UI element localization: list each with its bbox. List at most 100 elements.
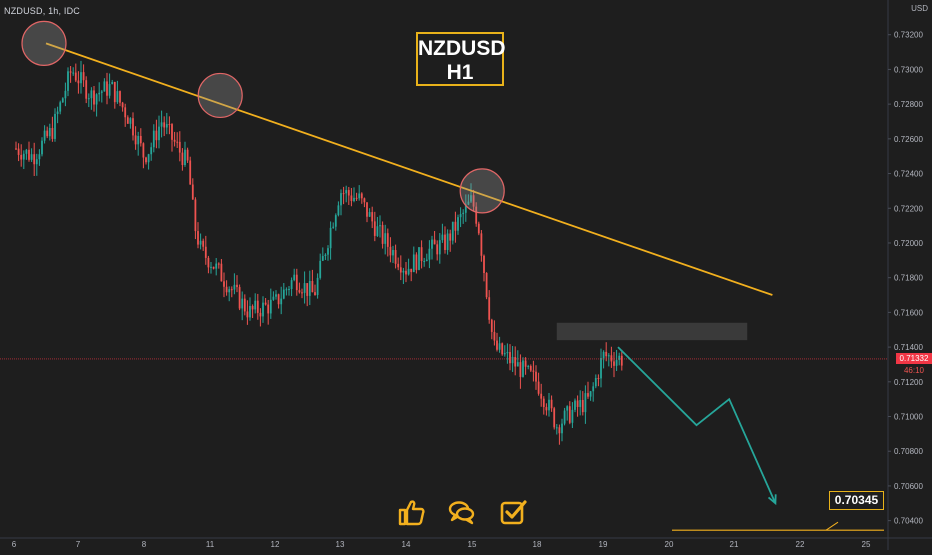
candle-body bbox=[225, 286, 228, 293]
comment-icon[interactable] bbox=[446, 497, 476, 527]
candle-body bbox=[246, 311, 249, 318]
x-tick-label: 22 bbox=[796, 540, 805, 549]
candle-body bbox=[51, 128, 54, 139]
x-tick-label: 21 bbox=[730, 540, 739, 549]
countdown-tag: 46:10 bbox=[896, 364, 932, 376]
candle-body bbox=[212, 266, 215, 269]
candle-body bbox=[381, 225, 384, 244]
candle-body bbox=[392, 250, 394, 256]
candle-body bbox=[384, 233, 387, 244]
candle-body bbox=[532, 370, 535, 372]
y-tick-label: 0.70400 bbox=[894, 517, 923, 526]
candle-body bbox=[379, 225, 381, 227]
candle-body bbox=[493, 331, 496, 341]
candle-body bbox=[509, 352, 511, 364]
candle-body bbox=[119, 91, 121, 103]
chart-title-box: NZDUSD H1 bbox=[416, 32, 506, 86]
symbol-header: NZDUSD, 1h, IDC bbox=[4, 6, 81, 16]
candle-body bbox=[527, 366, 530, 368]
candle-body bbox=[496, 340, 498, 350]
candle-body bbox=[537, 381, 540, 394]
candle-body bbox=[243, 298, 246, 312]
candle-body bbox=[600, 358, 602, 379]
candle-body bbox=[171, 124, 173, 140]
candle-body bbox=[134, 135, 137, 145]
candle-body bbox=[561, 423, 563, 434]
candle-body bbox=[238, 287, 241, 309]
candle-body bbox=[152, 130, 155, 148]
candle-body bbox=[230, 289, 233, 291]
candle-body bbox=[155, 130, 158, 141]
candle-body bbox=[95, 94, 98, 105]
candle-body bbox=[186, 149, 189, 161]
candle-body bbox=[72, 72, 75, 74]
candle-body bbox=[184, 149, 186, 166]
candle-body bbox=[191, 184, 194, 200]
candle-body bbox=[563, 410, 566, 424]
candle-body bbox=[464, 204, 467, 213]
candle-body bbox=[150, 147, 153, 155]
candle-body bbox=[337, 205, 340, 216]
x-tick-label: 7 bbox=[76, 540, 81, 549]
thumbs-up-icon[interactable] bbox=[396, 497, 426, 527]
candle-body bbox=[498, 343, 501, 350]
candle-body bbox=[558, 427, 561, 434]
candle-body bbox=[324, 254, 327, 257]
y-tick-label: 0.73000 bbox=[894, 65, 923, 74]
y-tick-label: 0.72400 bbox=[894, 170, 923, 179]
target-label-pointer bbox=[825, 521, 839, 531]
candle-body bbox=[371, 212, 374, 222]
candle-body bbox=[262, 302, 264, 317]
candle-body bbox=[33, 154, 36, 165]
candle-body bbox=[67, 71, 69, 91]
candle-body bbox=[449, 233, 452, 241]
candle-body bbox=[74, 72, 77, 81]
candle-body bbox=[571, 409, 574, 423]
x-tick-label: 25 bbox=[862, 540, 871, 549]
trendline bbox=[45, 42, 773, 296]
candle-body bbox=[223, 281, 225, 287]
y-tick-label: 0.72200 bbox=[894, 204, 923, 213]
candle-body bbox=[405, 270, 407, 275]
candle-body bbox=[285, 289, 288, 291]
candle-body bbox=[251, 306, 254, 310]
candle-body bbox=[137, 135, 140, 145]
candle-body bbox=[321, 256, 324, 261]
x-tick-label: 18 bbox=[533, 540, 542, 549]
candle-body bbox=[545, 407, 548, 411]
candle-body bbox=[355, 197, 358, 199]
x-tick-label: 6 bbox=[12, 540, 17, 549]
candle-body bbox=[467, 201, 470, 205]
candle-body bbox=[69, 71, 72, 73]
candle-body bbox=[605, 351, 608, 357]
candle-body bbox=[145, 157, 147, 163]
candle-body bbox=[615, 359, 618, 366]
swing-high-marker bbox=[21, 20, 67, 66]
x-tick-label: 19 bbox=[599, 540, 608, 549]
candle-body bbox=[163, 122, 166, 128]
y-tick-label: 0.71800 bbox=[894, 274, 923, 283]
candle-body bbox=[420, 247, 423, 262]
checkmark-icon[interactable] bbox=[498, 497, 528, 527]
candle-body bbox=[298, 290, 301, 293]
candle-body bbox=[314, 292, 316, 295]
candle-body bbox=[306, 283, 309, 296]
candle-body bbox=[550, 399, 553, 409]
candle-body bbox=[462, 212, 465, 215]
candle-body bbox=[38, 154, 41, 160]
title-timeframe: H1 bbox=[446, 61, 474, 84]
candle-body bbox=[241, 298, 244, 309]
y-tick-label: 0.72000 bbox=[894, 239, 923, 248]
candle-body bbox=[584, 393, 587, 413]
candle-body bbox=[236, 284, 238, 288]
candle-body bbox=[204, 246, 207, 258]
candle-body bbox=[389, 246, 392, 256]
candle-body bbox=[506, 352, 509, 354]
candle-body bbox=[540, 393, 543, 399]
candles bbox=[15, 60, 623, 445]
candle-body bbox=[589, 391, 592, 397]
y-tick-label: 0.71600 bbox=[894, 308, 923, 317]
candle-body bbox=[514, 357, 517, 367]
